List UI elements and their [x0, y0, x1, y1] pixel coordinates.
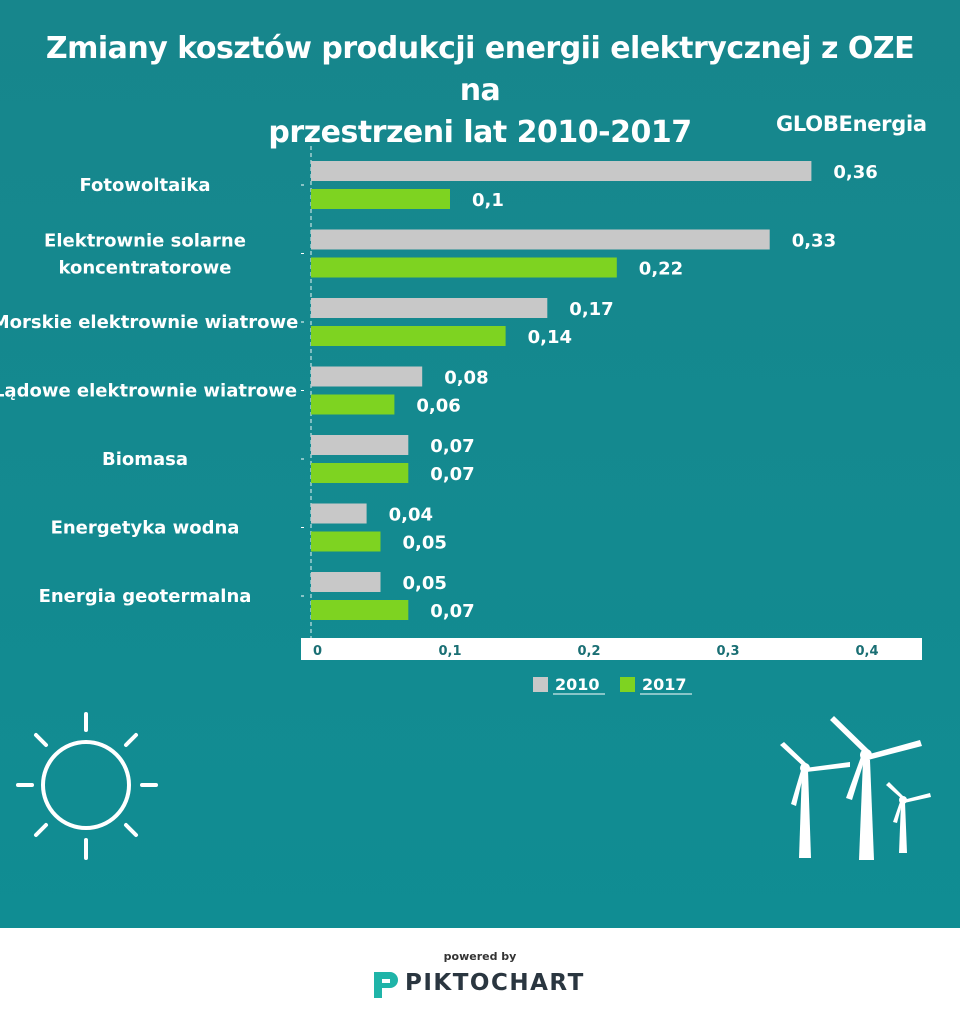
wind-turbines-icon: [780, 716, 931, 860]
category-label-line: Morskie elektrownie wiatrowe: [0, 312, 298, 333]
bar-2010: [311, 366, 423, 387]
bar-2017: [311, 394, 395, 415]
bar-2017: [311, 531, 381, 552]
data-label-2017: 0,07: [430, 601, 474, 622]
data-label-2017: 0,06: [416, 396, 460, 417]
category-label-line: Energia geotermalna: [39, 586, 252, 607]
data-label-2010: 0,17: [569, 299, 613, 320]
bar-2010: [311, 503, 367, 524]
x-tick-label: 0,2: [577, 644, 600, 659]
category-label: Lądowe elektrownie wiatrowe: [0, 381, 297, 402]
chart-title: Zmiany kosztów produkcji energii elektry…: [40, 28, 920, 154]
piktochart-name[interactable]: PIKTOCHART: [405, 970, 585, 996]
bar-2010: [311, 161, 812, 181]
x-tick-label: 0,1: [438, 644, 461, 659]
sun-icon: [16, 712, 158, 860]
data-label-2010: 0,07: [430, 436, 474, 457]
legend-label-2010: 2010: [555, 675, 600, 694]
category-label-line: Energetyka wodna: [51, 518, 240, 539]
data-label-2017: 0,1: [472, 190, 504, 211]
bar-2010: [311, 298, 548, 318]
x-tick-label: 0,3: [716, 644, 739, 659]
data-label-2017: 0,14: [528, 327, 572, 348]
category-label: Energia geotermalna: [39, 586, 252, 607]
bar-2010: [311, 229, 770, 250]
category-label: Morskie elektrownie wiatrowe: [0, 312, 298, 333]
title-line-1: Zmiany kosztów produkcji energii elektry…: [45, 31, 915, 108]
data-label-2010: 0,33: [792, 231, 836, 252]
legend-swatch-2010: [533, 677, 548, 692]
title-line-2: przestrzeni lat 2010-2017: [268, 115, 692, 150]
powered-by-label: powered by: [443, 950, 517, 963]
category-label-line: Elektrownie solarne: [44, 231, 246, 252]
data-label-2010: 0,04: [389, 505, 433, 526]
bar-chart: Fotowoltaika 0,36 0,1 Elektrownie solarne ko…: [0, 161, 922, 694]
data-label-2010: 0,05: [403, 573, 447, 594]
bar-2017: [311, 189, 450, 209]
data-label-2017: 0,22: [639, 259, 683, 280]
category-label-line: Biomasa: [102, 449, 188, 470]
brand-logo: GLOBEnergia: [776, 112, 927, 136]
bar-2010: [311, 435, 409, 455]
data-label-2017: 0,07: [430, 464, 474, 485]
infographic-panel: Zmiany kosztów produkcji energii elektry…: [0, 0, 960, 928]
data-label-2017: 0,05: [403, 533, 447, 554]
bar-2017: [311, 463, 409, 483]
legend-swatch-2017: [620, 677, 635, 692]
category-label: Biomasa: [102, 449, 188, 470]
piktochart-logo-icon[interactable]: [370, 968, 402, 1002]
footer: powered by PIKTOCHART: [0, 928, 960, 1024]
category-label: Elektrownie solarne koncentratorowe: [44, 231, 246, 279]
data-label-2010: 0,36: [833, 162, 877, 183]
data-label-2010: 0,08: [444, 368, 488, 389]
category-label-line: koncentratorowe: [58, 258, 231, 279]
category-label-line: Fotowoltaika: [79, 175, 210, 196]
bar-2017: [311, 600, 409, 620]
x-tick-label: 0,4: [855, 644, 878, 659]
x-axis: [301, 638, 922, 660]
bar-2010: [311, 572, 381, 592]
x-tick-label: 0: [313, 644, 322, 659]
category-label: Energetyka wodna: [51, 518, 240, 539]
category-label: Fotowoltaika: [79, 175, 210, 196]
category-label-line: Lądowe elektrownie wiatrowe: [0, 381, 297, 402]
bar-2017: [311, 257, 617, 278]
legend-label-2017: 2017: [642, 675, 687, 694]
bar-2017: [311, 326, 506, 346]
